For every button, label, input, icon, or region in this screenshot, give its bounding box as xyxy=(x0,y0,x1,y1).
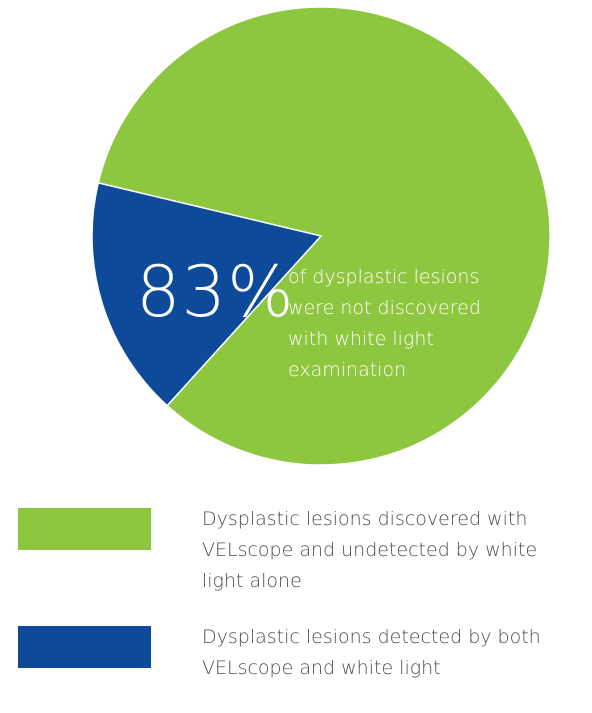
pie-slice-1 xyxy=(91,182,323,407)
legend-line: VELscope and white light xyxy=(202,657,441,679)
caption-line: examination xyxy=(288,359,407,381)
legend-line: light alone xyxy=(202,570,302,592)
caption-line: were not discovered xyxy=(288,297,481,319)
percent-caption: of dysplastic lesions were not discovere… xyxy=(288,262,538,386)
legend-line: Dysplastic lesions discovered with xyxy=(202,508,528,530)
percent-annotation: 83% xyxy=(136,251,295,333)
legend-line: VELscope and undetected by white xyxy=(202,539,538,561)
legend-label-green: Dysplastic lesions discovered with VELsc… xyxy=(202,504,587,597)
legend-swatch-green xyxy=(18,508,151,550)
caption-line: with white light xyxy=(288,328,434,350)
caption-line: of dysplastic lesions xyxy=(288,266,480,288)
pie-slice-0 xyxy=(97,6,551,466)
legend-line: Dysplastic lesions detected by both xyxy=(202,626,541,648)
legend-swatch-blue xyxy=(18,626,151,668)
legend-label-blue: Dysplastic lesions detected by both VELs… xyxy=(202,622,587,684)
pie-chart xyxy=(91,6,551,466)
